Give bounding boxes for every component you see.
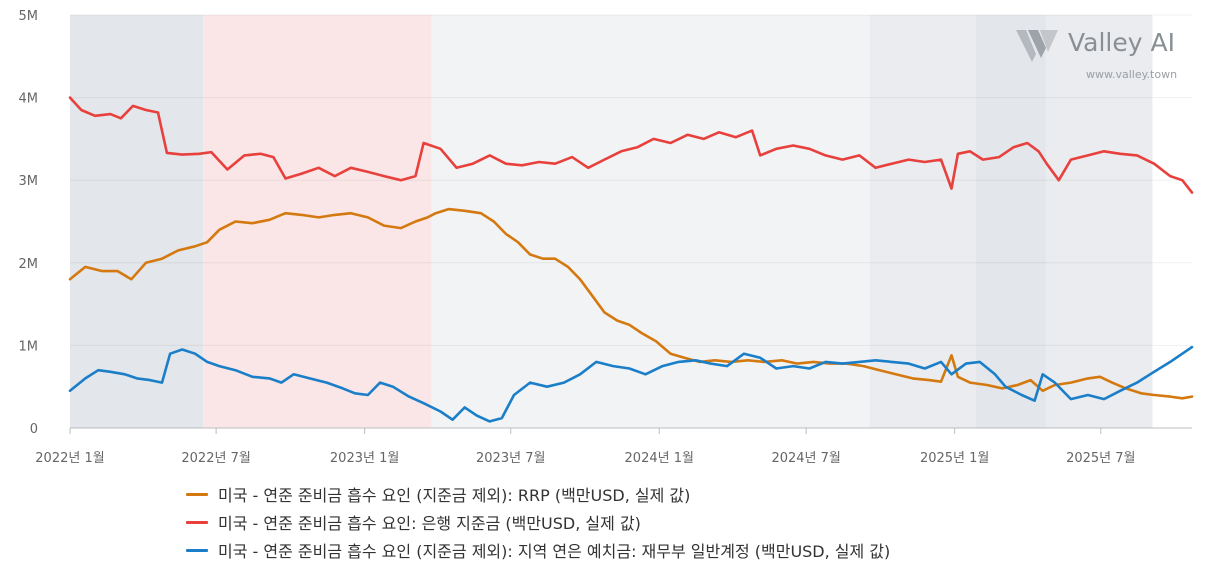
legend-item-bank-reserves[interactable]: 미국 - 연준 준비금 흡수 요인: 은행 지준금 (백만USD, 실제 값): [186, 508, 890, 536]
shaded-period-5: [1045, 15, 1153, 428]
valley-ai-logo-icon: [1016, 30, 1058, 62]
y-tick-label: 3M: [19, 174, 39, 189]
y-tick-label: 0: [30, 422, 38, 437]
legend-item-tga[interactable]: 미국 - 연준 준비금 흡수 요인 (지준금 제외): 지역 연은 예치금: 재…: [186, 536, 890, 564]
y-tick-label: 4M: [19, 92, 39, 107]
line-chart: 0 1M 2M 3M 4M 5M 2022년 1월 2022년 7월 2023년 1월 2023…: [19, 9, 1194, 466]
x-tick-label: 2025년 7월: [1066, 451, 1135, 466]
x-tick-label: 2024년 1월: [625, 451, 694, 466]
x-tick-label: 2025년 1월: [920, 451, 989, 466]
shaded-period-4: [975, 15, 1046, 428]
legend-label-rrp: 미국 - 연준 준비금 흡수 요인 (지준금 제외): RRP (백만USD, …: [218, 486, 691, 505]
x-tick-label: 2023년 1월: [330, 451, 399, 466]
legend-label-tga: 미국 - 연준 준비금 흡수 요인 (지준금 제외): 지역 연은 예치금: 재…: [218, 542, 891, 561]
x-tick-label: 2024년 7월: [771, 451, 840, 466]
series-line-bank-reserves[interactable]: [68, 96, 1194, 194]
y-tick-label: 1M: [19, 339, 39, 354]
y-axis: 0 1M 2M 3M 4M 5M: [19, 9, 39, 437]
legend: 미국 - 연준 준비금 흡수 요인 (지준금 제외): RRP (백만USD, …: [186, 480, 890, 564]
brand-name: Valley AI: [1068, 28, 1175, 57]
series-line-rrp[interactable]: [68, 207, 1194, 400]
x-tick-label: 2023년 7월: [476, 451, 545, 466]
legend-swatch-bank-reserves: [186, 520, 208, 524]
shaded-period-2: [431, 15, 870, 428]
shaded-period-3: [869, 15, 976, 428]
x-tick-label: 2022년 7월: [181, 451, 250, 466]
series-line-tga[interactable]: [68, 345, 1194, 423]
x-axis: 2022년 1월 2022년 7월 2023년 1월 2023년 7월 2024년 1월…: [35, 427, 1192, 466]
shaded-period-0: [70, 15, 204, 428]
y-tick-label: 5M: [19, 9, 39, 24]
brand-url: www.valley.town: [1086, 68, 1178, 81]
series-lines: [68, 96, 1194, 423]
x-tick-label: 2022년 1월: [35, 451, 104, 466]
legend-swatch-tga: [186, 548, 208, 552]
y-tick-label: 2M: [19, 257, 39, 272]
legend-item-rrp[interactable]: 미국 - 연준 준비금 흡수 요인 (지준금 제외): RRP (백만USD, …: [186, 480, 890, 508]
legend-label-bank-reserves: 미국 - 연준 준비금 흡수 요인: 은행 지준금 (백만USD, 실제 값): [218, 514, 641, 533]
legend-swatch-rrp: [186, 492, 208, 496]
shaded-periods: [70, 15, 1153, 428]
